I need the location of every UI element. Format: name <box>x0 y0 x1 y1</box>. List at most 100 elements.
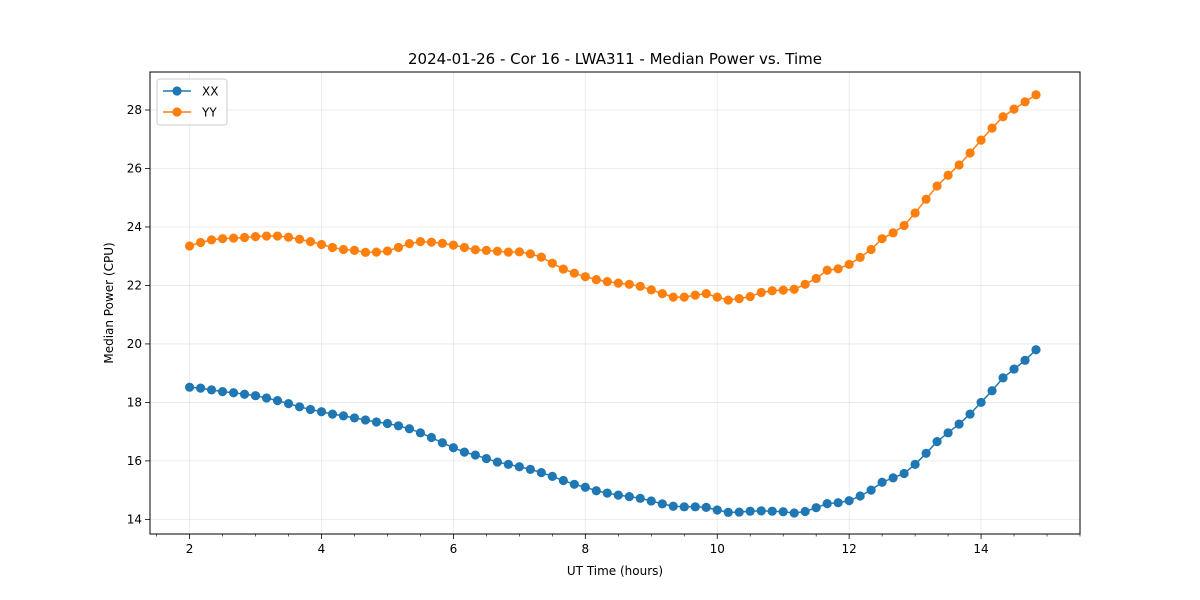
data-point-xx <box>459 447 470 457</box>
y-tick-label: 20 <box>127 337 142 351</box>
data-point-xx <box>591 486 601 496</box>
data-point-xx <box>393 421 404 431</box>
data-point-yy <box>932 181 942 191</box>
data-point-xx <box>921 448 931 458</box>
legend-marker-yy <box>172 107 182 117</box>
data-point-yy <box>580 272 590 282</box>
data-point-xx <box>272 396 283 406</box>
data-point-xx <box>602 488 612 498</box>
data-point-xx <box>877 477 887 487</box>
data-point-xx <box>217 387 228 397</box>
plot-frame <box>149 71 1081 535</box>
y-axis: 14 16 18 20 22 24 26 28 <box>127 103 150 526</box>
data-point-yy <box>492 246 502 256</box>
data-point-xx <box>206 385 217 395</box>
data-point-yy <box>954 160 964 170</box>
data-point-xx <box>657 499 667 509</box>
data-point-xx <box>690 502 700 512</box>
data-point-yy <box>745 291 755 302</box>
data-point-xx <box>800 506 810 517</box>
data-point-xx <box>349 413 360 423</box>
data-point-yy <box>899 220 909 231</box>
data-point-yy <box>646 285 656 295</box>
legend-marker-xx <box>172 86 182 96</box>
data-point-yy <box>217 234 228 244</box>
data-point-yy <box>767 286 777 296</box>
x-axis-label: UT Time (hours) <box>567 564 663 578</box>
x-tick-label: 14 <box>973 542 988 556</box>
x-tick-label: 2 <box>186 542 194 556</box>
data-point-yy <box>690 290 700 300</box>
data-point-yy <box>624 279 634 289</box>
y-tick-label: 24 <box>127 220 142 234</box>
data-point-yy <box>514 247 524 257</box>
data-point-yy <box>283 232 294 242</box>
data-point-yy <box>833 264 843 274</box>
data-point-yy <box>965 148 975 158</box>
y-tick-label: 22 <box>127 278 142 292</box>
x-tick-label: 8 <box>581 542 589 556</box>
data-point-xx <box>415 428 426 438</box>
data-point-yy <box>602 277 612 287</box>
data-point-xx <box>481 453 491 464</box>
data-point-xx <box>360 415 371 425</box>
data-point-yy <box>679 292 689 302</box>
data-point-yy <box>1009 104 1019 114</box>
data-point-xx <box>888 473 898 483</box>
data-point-xx <box>624 491 634 502</box>
data-point-xx <box>239 389 250 399</box>
data-point-xx <box>778 507 788 517</box>
data-point-xx <box>976 397 986 408</box>
data-point-yy <box>393 242 404 253</box>
data-point-yy <box>272 231 283 241</box>
x-axis: 2 4 6 8 10 12 14 <box>156 534 1081 556</box>
data-point-yy <box>921 194 931 204</box>
data-point-yy <box>778 285 788 295</box>
x-tick-label: 4 <box>318 542 326 556</box>
data-point-yy <box>426 237 437 247</box>
data-point-yy <box>239 232 250 243</box>
data-point-xx <box>943 428 953 438</box>
y-tick-label: 16 <box>127 454 142 468</box>
data-point-yy <box>437 238 447 248</box>
series-layer <box>184 90 1041 518</box>
data-point-xx <box>745 506 755 516</box>
data-point-xx <box>899 468 909 479</box>
y-tick-label: 26 <box>127 161 142 175</box>
data-point-yy <box>558 264 568 274</box>
y-tick-label: 14 <box>127 512 142 526</box>
data-point-yy <box>448 240 458 250</box>
data-point-xx <box>954 419 964 429</box>
data-point-xx <box>855 491 865 501</box>
data-point-yy <box>459 242 470 253</box>
data-point-yy <box>910 208 920 218</box>
data-point-yy <box>338 244 349 255</box>
data-point-xx <box>228 388 239 398</box>
data-point-xx <box>470 450 480 460</box>
x-tick-label: 10 <box>710 542 725 556</box>
data-point-yy <box>360 247 371 258</box>
data-point-yy <box>503 247 513 257</box>
data-point-xx <box>294 402 305 412</box>
data-point-xx <box>283 398 294 409</box>
data-point-yy <box>591 275 601 285</box>
data-point-xx <box>613 490 623 500</box>
data-point-yy <box>404 239 415 249</box>
data-point-xx <box>536 467 546 478</box>
data-point-xx <box>371 417 382 427</box>
data-point-xx <box>184 382 195 392</box>
data-point-yy <box>470 245 480 255</box>
data-point-yy <box>657 289 667 299</box>
y-axis-label: Median Power (CPU) <box>102 242 116 363</box>
data-point-yy <box>316 239 327 250</box>
data-point-yy <box>635 281 645 291</box>
legend-label-yy: YY <box>201 106 217 120</box>
data-point-xx <box>250 391 261 401</box>
data-point-yy <box>228 233 239 243</box>
data-point-yy <box>712 292 722 302</box>
grid <box>150 72 1080 534</box>
data-point-xx <box>261 393 272 403</box>
data-point-yy <box>756 287 766 298</box>
data-point-xx <box>327 409 338 419</box>
